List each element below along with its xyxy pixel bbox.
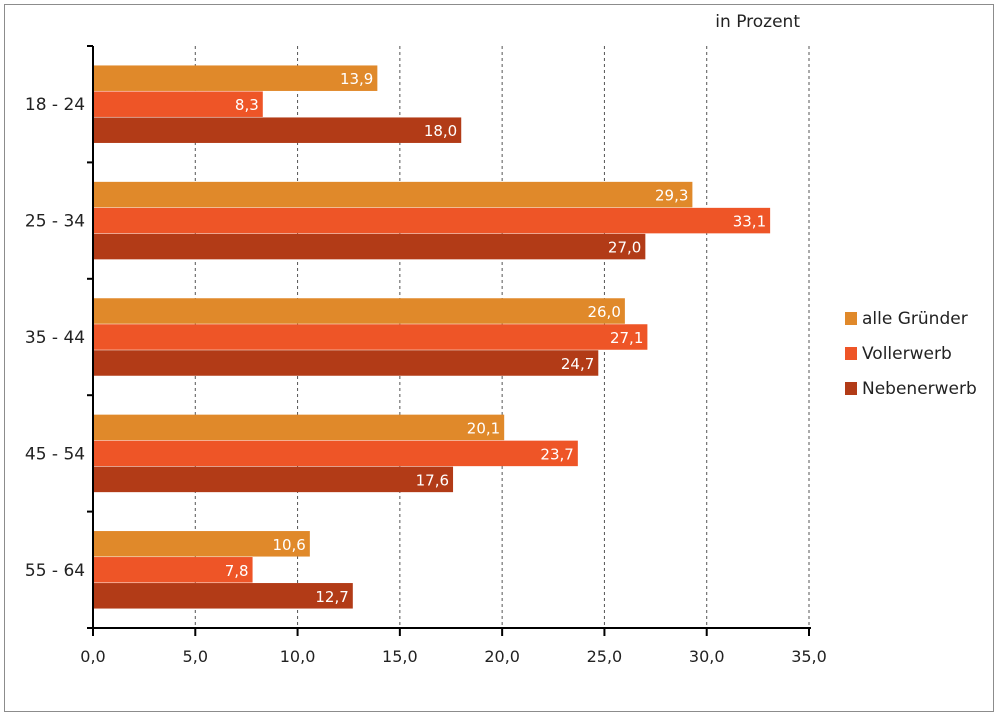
x-tick-label: 10,0 [280, 647, 316, 666]
legend-label: alle Gründer [862, 309, 968, 329]
bar-value-label: 33,1 [733, 213, 766, 231]
bar-value-label: 18,0 [424, 122, 457, 140]
bar-value-label: 27,1 [610, 329, 643, 347]
bar [93, 557, 253, 583]
bar [93, 324, 648, 350]
legend-swatch [845, 382, 857, 395]
bar [93, 233, 646, 260]
x-tick-label: 20,0 [484, 647, 520, 666]
bar [93, 531, 310, 557]
bar-value-label: 13,9 [340, 70, 373, 88]
x-tick-label: 0,0 [80, 647, 105, 666]
bar-value-label: 12,7 [315, 588, 348, 606]
bar-value-label: 23,7 [540, 445, 573, 463]
bar-value-label: 17,6 [416, 471, 449, 489]
bar-value-label: 27,0 [608, 239, 641, 257]
bar-value-label: 7,8 [225, 562, 249, 580]
category-label: 35 - 44 [25, 328, 85, 348]
legend: alle Gründer Vollerwerb Nebenerwerb [845, 309, 977, 399]
bar-value-label: 8,3 [235, 96, 259, 114]
category-label: 18 - 24 [25, 95, 85, 115]
bar [93, 207, 771, 234]
x-tick-label: 30,0 [689, 647, 725, 666]
bar-value-label: 20,1 [467, 419, 500, 437]
legend-label: Nebenerwerb [862, 379, 977, 399]
category-label: 55 - 64 [25, 561, 85, 581]
bar [93, 440, 578, 467]
unit-label: in Prozent [715, 12, 800, 32]
x-tick-label: 5,0 [183, 647, 208, 666]
bar [93, 414, 505, 441]
bar [93, 583, 353, 609]
bars: 13,9 8,3 18,0 29,3 33,1 27,0 26,0 27,1 24,7 20,1 2… [93, 65, 771, 609]
x-tick-label: 35,0 [791, 647, 827, 666]
bar [93, 65, 378, 91]
category-label: 25 - 34 [25, 212, 85, 232]
bar [93, 350, 599, 376]
bar-value-label: 29,3 [655, 187, 688, 205]
legend-swatch [845, 347, 857, 360]
category-label: 45 - 54 [25, 444, 85, 464]
bar [93, 91, 263, 117]
legend-label: Vollerwerb [862, 344, 952, 364]
x-tick-label: 15,0 [382, 647, 418, 666]
bar [93, 298, 625, 324]
bar [93, 181, 693, 208]
bar [93, 466, 454, 493]
bar-value-label: 26,0 [587, 303, 620, 321]
bar-value-label: 24,7 [561, 355, 594, 373]
bar-value-label: 10,6 [272, 536, 305, 554]
axes: 18 - 24 25 - 34 35 - 44 45 - 54 55 - 64 0,0 5,… [25, 45, 827, 666]
legend-swatch [845, 312, 857, 325]
x-tick-label: 25,0 [587, 647, 623, 666]
bar [93, 117, 462, 143]
